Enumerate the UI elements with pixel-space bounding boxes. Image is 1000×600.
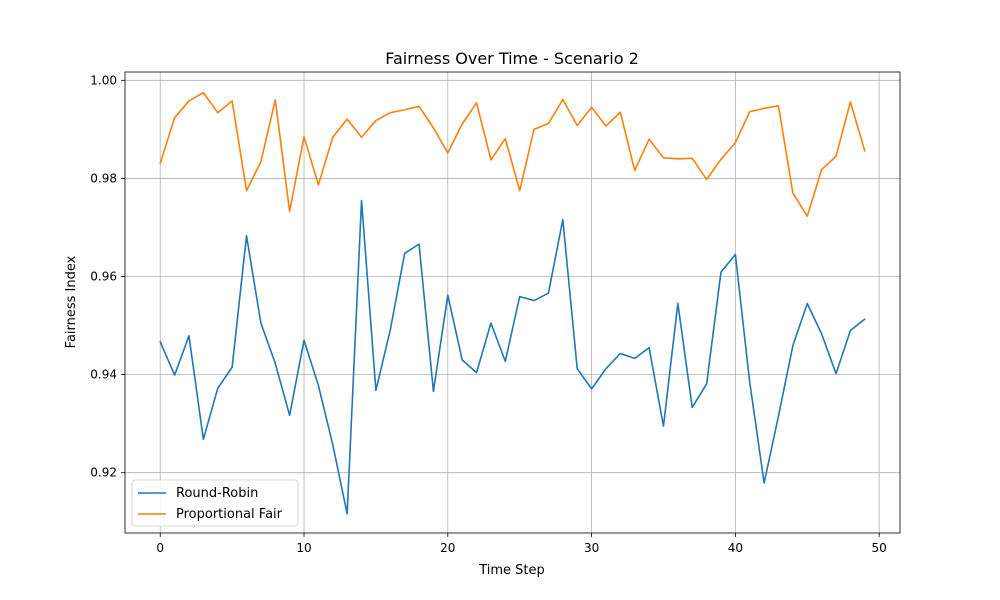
legend: Round-Robin Proportional Fair <box>131 479 299 527</box>
chart-title: Fairness Over Time - Scenario 2 <box>385 49 639 68</box>
series-line-proportional-fair <box>159 91 866 217</box>
y-tick-label: 1.00 <box>90 73 117 87</box>
legend-label-proportional-fair: Proportional Fair <box>176 507 283 522</box>
y-axis-label: Fairness Index <box>64 255 79 348</box>
y-tick-label: 0.94 <box>90 368 117 382</box>
x-tick-label: 50 <box>872 541 887 555</box>
y-tick-label: 0.92 <box>90 466 117 480</box>
x-tick-label: 30 <box>584 541 599 555</box>
legend-label-round-robin: Round-Robin <box>176 486 258 501</box>
x-tick-label: 40 <box>728 541 743 555</box>
grid-lines <box>125 72 900 533</box>
x-tick-label: 10 <box>296 541 311 555</box>
legend-box <box>131 479 299 527</box>
axis-ticks: 0 10 20 30 40 50 0.92 0.94 0.96 0.98 1.00 <box>90 73 887 555</box>
y-tick-label: 0.96 <box>90 270 117 284</box>
x-axis-label: Time Step <box>478 563 545 578</box>
series-lines <box>159 91 866 515</box>
plot-frame <box>124 71 901 534</box>
x-tick-label: 20 <box>440 541 455 555</box>
series-line-round-robin <box>159 199 866 515</box>
x-tick-label: 0 <box>156 541 164 555</box>
y-tick-label: 0.98 <box>90 171 117 185</box>
